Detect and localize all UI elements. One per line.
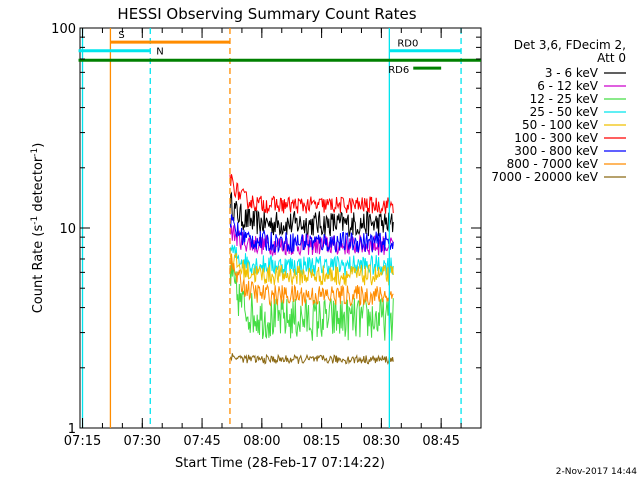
footer-date: 2-Nov-2017 14:44 [556,467,638,477]
y-tick-label: 1 [68,422,76,437]
x-tick-label: 07:45 [183,434,220,449]
series-line-7 [229,253,394,307]
x-tick-label: 07:30 [124,434,161,449]
y-tick-label: 100 [51,22,76,37]
legend-title: Det 3,6, FDecim 2, [514,38,626,52]
series-line-5 [229,174,394,214]
legend-entry-label: 50 - 100 keV [522,118,599,132]
legend-entry-label: 25 - 50 keV [530,105,599,119]
x-axis-label: Start Time (28-Feb-17 07:14:22) [175,456,385,471]
legend-entry-label: 300 - 800 keV [514,144,598,158]
series-line-1 [229,225,394,257]
annotation-label: S [118,30,124,41]
annotation-label: N [156,47,163,58]
x-tick-label: 07:15 [64,434,101,449]
legend-entry-label: 800 - 7000 keV [507,157,599,171]
series-line-6 [229,214,394,254]
series-line-2 [229,260,394,341]
series-line-3 [229,244,394,276]
legend-entry-label: 7000 - 20000 keV [491,170,598,184]
y-tick-label: 10 [59,222,76,237]
x-tick-label: 08:00 [243,434,280,449]
annotation-label: RD0 [397,39,418,50]
legend-entry-label: 6 - 12 keV [537,79,599,93]
x-tick-label: 08:15 [303,434,340,449]
chart-title: HESSI Observing Summary Count Rates [117,5,416,23]
legend-entry-label: 3 - 6 keV [545,66,599,80]
legend-entry-label: 12 - 25 keV [530,92,599,106]
y-axis-label: Count Rate (s-1 detector-1) [30,143,46,314]
legend-title: Att 0 [597,51,626,65]
annotation-label: RD6 [388,65,409,76]
x-tick-label: 08:30 [363,434,400,449]
legend-entry-label: 100 - 300 keV [514,131,598,145]
x-tick-label: 08:45 [422,434,459,449]
series-line-0 [229,191,394,238]
series-line-8 [229,353,394,366]
series-line-4 [229,252,394,287]
